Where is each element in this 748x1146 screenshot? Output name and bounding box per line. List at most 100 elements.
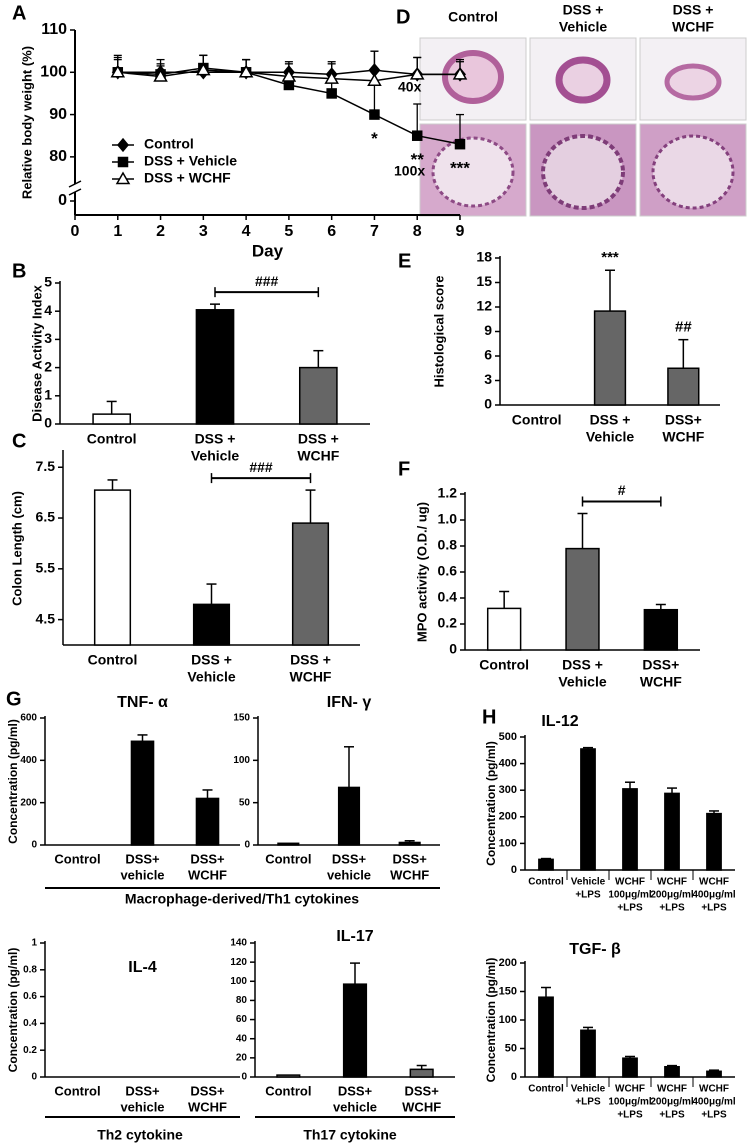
bar (93, 489, 132, 646)
x-tick-label: DSS+ (190, 851, 225, 866)
y-tick-label: 0 (58, 192, 67, 209)
x-tick-label: +LPS (575, 1097, 601, 1108)
x-tick-label: 2 (156, 223, 165, 240)
marker (117, 137, 129, 153)
bar (580, 748, 596, 871)
x-tick-label: Control (512, 412, 562, 428)
bar (192, 603, 231, 646)
tissue-crypts (541, 134, 625, 210)
legend-label: DSS + Vehicle (144, 153, 237, 169)
chart-title: IL-4 (128, 959, 157, 976)
x-tick-label: 5 (284, 223, 293, 240)
y-tick-label: 40 (236, 1033, 248, 1044)
bar (337, 786, 361, 846)
x-tick-label: DSS + (191, 652, 232, 668)
x-tick-label: DSS+ (405, 1083, 440, 1098)
x-tick-label: WCHF (297, 448, 339, 464)
panel-label: F (398, 458, 410, 480)
chart-title: TGF- β (569, 941, 621, 958)
marker (411, 130, 423, 141)
y-axis-label: Concentration (pg/ml) (484, 741, 498, 866)
y-axis-label: Colon Length (cm) (9, 491, 24, 606)
annotation: *** (450, 159, 470, 178)
y-tick-label: 500 (499, 731, 517, 743)
marker (326, 88, 337, 99)
x-tick-label: WCHF (188, 867, 227, 882)
marker (324, 71, 339, 84)
x-tick-label: 100μg/ml (608, 1097, 652, 1108)
y-axis-label: Concentration (pg/ml) (6, 948, 20, 1073)
y-tick-label: 1 (31, 938, 37, 949)
x-tick-label: WCHF (657, 877, 687, 888)
tissue-ring (442, 50, 504, 104)
x-tick-label: Control (265, 1083, 311, 1098)
x-tick-label: 100μg/ml (608, 890, 652, 901)
y-tick-label: 12 (476, 298, 492, 314)
row-label: 40x (398, 79, 422, 95)
tissue-crypts (651, 134, 735, 210)
y-axis-label: Concentration (pg/ml) (484, 958, 498, 1083)
axis-break (68, 180, 82, 188)
y-tick-label: 0 (511, 864, 517, 876)
y-tick-label: 80 (49, 148, 67, 165)
bracket-label: ### (249, 459, 273, 475)
annotation: * (371, 129, 378, 148)
group-caption: Th17 cytokine (303, 1127, 397, 1143)
x-tick-label: WCHF (662, 429, 704, 445)
y-tick-label: 140 (230, 938, 247, 949)
x-tick-label: vehicle (120, 1099, 164, 1114)
x-tick-label: DSS + (290, 652, 331, 668)
x-tick-label: WCHF (699, 1084, 729, 1095)
marker (454, 138, 466, 150)
bar (195, 309, 235, 425)
x-tick-label: Vehicle (586, 429, 634, 445)
bar (130, 740, 155, 846)
y-tick-label: 0.4 (23, 1018, 37, 1029)
y-tick-label: 4.5 (36, 610, 56, 626)
bar (664, 792, 680, 871)
legend-label: DSS + WCHF (144, 170, 231, 186)
bar (195, 797, 220, 846)
column-header: DSS + (673, 2, 714, 18)
x-tick-label: 400μg/ml (692, 890, 736, 901)
chart-title: TNF- α (117, 694, 168, 711)
x-tick-label: Control (54, 1083, 100, 1098)
column-header: DSS + (563, 2, 604, 18)
y-tick-label: 50 (505, 1042, 517, 1054)
x-tick-label: 200μg/ml (650, 890, 694, 901)
bar (667, 367, 700, 406)
y-tick-label: 0.6 (23, 991, 37, 1002)
y-tick-label: 0.6 (438, 563, 458, 579)
bar (538, 858, 554, 871)
x-tick-label: +LPS (701, 1110, 727, 1121)
x-tick-label: WCHF (657, 1084, 687, 1095)
bar (622, 788, 638, 871)
bar (538, 996, 554, 1078)
x-tick-label: DSS + (562, 657, 603, 673)
x-tick-label: DSS+ (642, 657, 679, 673)
x-tick-label: DSS+ (190, 1083, 225, 1098)
chart-title: IL-12 (541, 713, 578, 730)
y-tick-label: 6.5 (36, 509, 56, 525)
x-tick-label: +LPS (575, 890, 601, 901)
panel-label: E (398, 250, 411, 272)
y-tick-label: 0 (31, 1072, 37, 1083)
bar (622, 1057, 638, 1078)
bar (276, 1074, 301, 1078)
y-tick-label: 200 (499, 957, 517, 969)
bar (706, 812, 722, 871)
tissue-ring (664, 63, 722, 101)
x-tick-label: WCHF (615, 877, 645, 888)
x-tick-label: 200μg/ml (650, 1097, 694, 1108)
y-tick-label: 0.2 (23, 1045, 37, 1056)
x-tick-label: +LPS (617, 903, 643, 914)
bar (298, 366, 338, 425)
y-tick-label: 0 (44, 415, 52, 431)
x-tick-label: WCHF (188, 1099, 227, 1114)
axis-break (68, 188, 82, 196)
x-tick-label: +LPS (617, 1110, 643, 1121)
x-axis-label: Day (252, 241, 284, 260)
x-tick-label: +LPS (701, 903, 727, 914)
group-caption: Macrophage-derived/Th1 cytokines (125, 891, 359, 907)
y-tick-label: 60 (236, 1014, 248, 1025)
